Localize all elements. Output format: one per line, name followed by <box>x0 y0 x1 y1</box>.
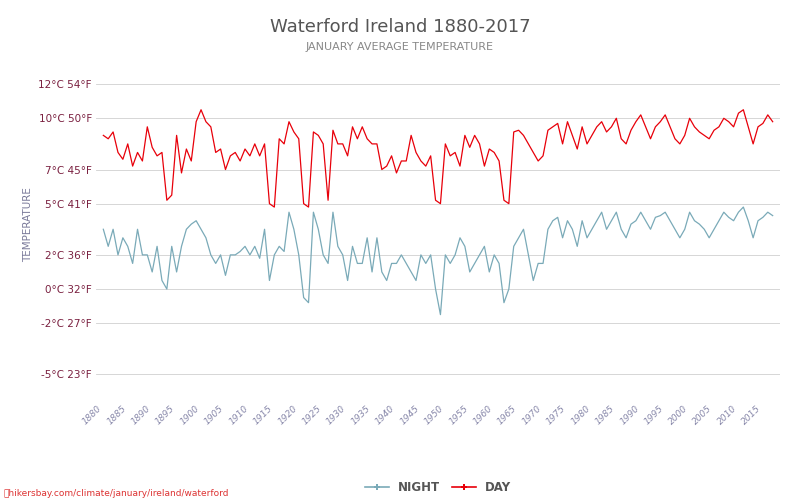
Legend: NIGHT, DAY: NIGHT, DAY <box>360 476 516 499</box>
Y-axis label: TEMPERATURE: TEMPERATURE <box>22 188 33 262</box>
Text: 📍hikersbay.com/climate/january/ireland/waterford: 📍hikersbay.com/climate/january/ireland/w… <box>4 488 230 498</box>
Text: Waterford Ireland 1880-2017: Waterford Ireland 1880-2017 <box>270 18 530 36</box>
Text: JANUARY AVERAGE TEMPERATURE: JANUARY AVERAGE TEMPERATURE <box>306 42 494 52</box>
